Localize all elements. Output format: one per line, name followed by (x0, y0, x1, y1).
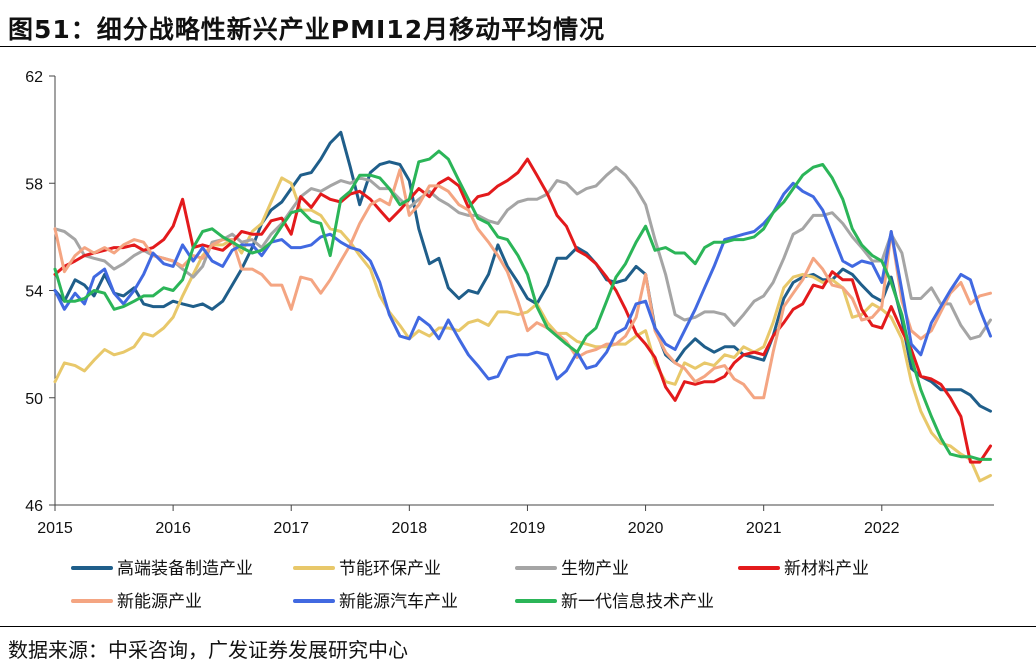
y-tick-label: 58 (25, 176, 43, 193)
y-tick-label: 46 (25, 498, 43, 515)
y-tick-label: 54 (25, 284, 43, 301)
source-note: 数据来源：中采咨询，广发证券发展研究中心 (8, 638, 408, 662)
y-tick-label: 62 (25, 69, 43, 86)
legend-label: 新一代信息技术产业 (561, 592, 714, 612)
line-chart: 46 50 54 58 62 2015 2016 2017 2018 2019 2020 2021 20… (25, 69, 994, 612)
legend-label: 新能源产业 (117, 592, 202, 612)
x-tick-label: 2018 (392, 520, 428, 537)
legend-label: 生物产业 (561, 559, 629, 579)
legend-label: 节能环保产业 (339, 559, 441, 579)
x-tick-label: 2020 (628, 520, 664, 537)
series-line-6 (53, 181, 992, 381)
x-tick-label: 2022 (864, 520, 900, 537)
x-tick-label: 2016 (155, 520, 191, 537)
chart-title: 图51：细分战略性新兴产业PMI12月移动平均情况 (8, 15, 606, 44)
legend-label: 高端装备制造产业 (117, 559, 253, 579)
x-tick-label: 2019 (510, 520, 546, 537)
legend-label: 新能源汽车产业 (339, 592, 458, 612)
series-line-1 (53, 130, 992, 413)
chart-axes: 46 50 54 58 62 2015 2016 2017 2018 2019 2020 2021 20… (25, 69, 994, 537)
series-line-7 (53, 149, 992, 461)
chart-series (53, 130, 992, 483)
legend-label: 新材料产业 (784, 559, 869, 579)
title-divider (0, 46, 1036, 47)
source-divider (0, 626, 1036, 627)
x-tick-label: 2021 (746, 520, 782, 537)
y-tick-label: 50 (25, 391, 43, 408)
series-line-5 (53, 168, 992, 400)
x-tick-label: 2015 (37, 520, 73, 537)
x-tick-label: 2017 (273, 520, 309, 537)
